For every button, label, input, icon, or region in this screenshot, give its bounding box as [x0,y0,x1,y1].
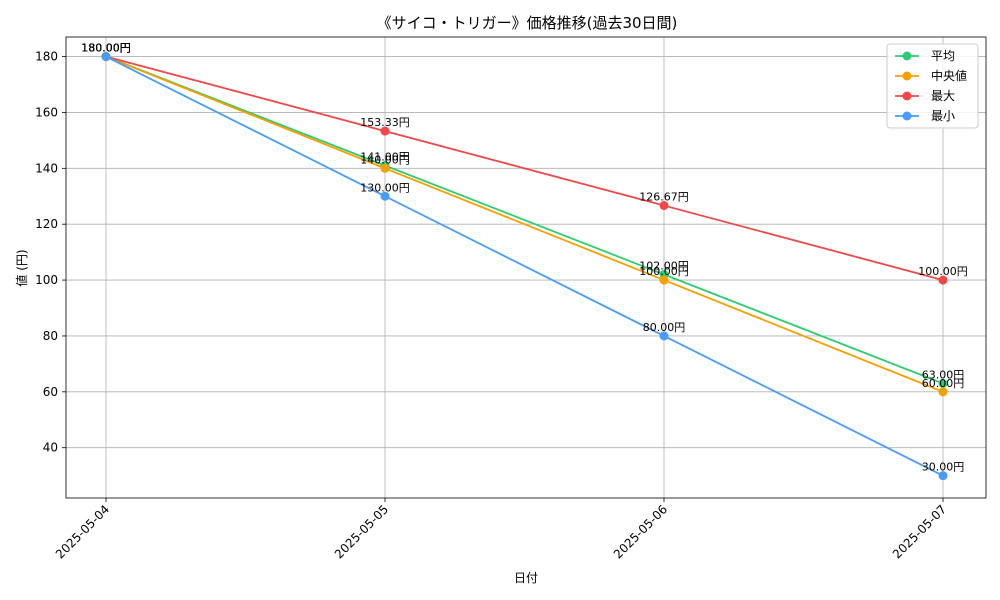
series-line [105,55,944,393]
y-tick-label: 180 [35,50,58,64]
series-line [105,55,944,385]
data-point [938,387,948,397]
series-line [105,55,944,281]
legend-marker [902,91,912,101]
data-point [938,275,948,285]
data-label: 180.00円 [81,42,131,55]
data-label: 153.33円 [360,116,410,129]
y-axis-title: 値 (円) [14,249,29,286]
y-tick-label: 120 [35,217,58,231]
y-tick-label: 160 [35,105,58,119]
y-tick-label: 140 [35,161,58,175]
legend-marker [902,51,912,61]
legend-box [886,43,979,129]
legend-entry-label: 最小 [931,109,955,123]
data-label: 80.00円 [643,321,686,334]
data-point [380,126,390,136]
data-label: 180.00円 [81,42,131,55]
legend-marker [902,71,912,81]
data-point [380,163,390,173]
y-tick-label: 80 [43,329,58,343]
x-tick-label: 2025-05-06 [611,502,670,561]
series-line [105,55,944,477]
y-tick-label: 60 [43,385,58,399]
data-label: 130.00円 [360,181,410,194]
x-tick-label: 2025-05-04 [53,502,112,561]
series-group [101,52,948,481]
y-tick-label: 100 [35,273,58,287]
y-tick-label: 40 [43,441,58,455]
data-label: 140.00円 [360,153,410,166]
data-label: 63.00円 [922,368,965,381]
legend-entry-label: 中央値 [931,68,967,83]
data-label: 30.00円 [922,461,965,474]
data-label: 180.00円 [81,42,131,55]
data-point [659,201,669,211]
data-point [938,378,948,388]
x-axis-title: 日付 [514,571,538,585]
data-label: 100.00円 [639,265,689,278]
data-label: 126.67円 [639,191,689,204]
data-point [380,191,390,201]
legend-entry-label: 平均 [931,49,955,63]
x-tick-label: 2025-05-07 [890,502,949,561]
data-point [659,275,669,285]
plot-area [65,36,987,499]
legend-marker [902,111,912,121]
chart-title: 《サイコ・トリガー》価格推移(過去30日間) [377,14,678,32]
data-label: 180.00円 [81,42,131,55]
data-label: 100.00円 [918,265,968,278]
data-label: 102.00円 [639,259,689,272]
x-tick-label: 2025-05-05 [332,502,391,561]
data-label: 60.00円 [922,377,965,390]
data-labels: 180.00円141.00円102.00円63.00円180.00円140.00… [81,42,968,474]
legend-entry-label: 最大 [931,89,955,103]
y-axis: 40 60 80 100 120 140 160 180 [35,50,66,455]
data-label: 141.00円 [360,151,410,164]
data-point [659,331,669,341]
data-point [938,471,948,481]
x-axis: 2025-05-04 2025-05-05 2025-05-06 2025-05-07 [53,498,949,561]
data-point [101,52,111,62]
